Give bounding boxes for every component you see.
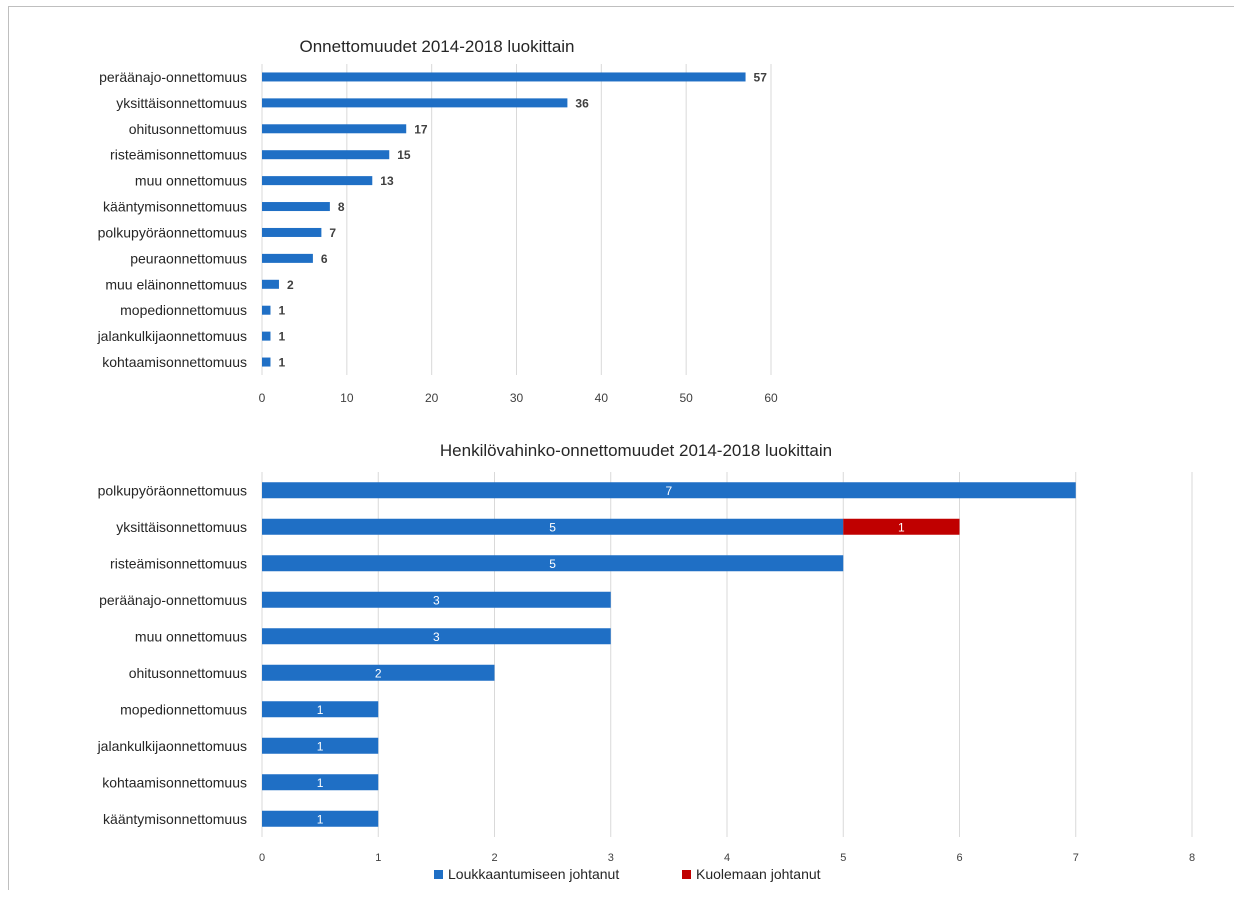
chart-1-data-label: 13 [380,174,394,188]
chart-2-bar-segment [262,518,844,535]
chart-1-bar [262,331,271,341]
chart-2-legend: Loukkaantumiseen johtanut Kuolemaan johta… [434,866,821,882]
chart-2-x-tick-label: 1 [375,852,381,864]
chart-1-category-label: peuraonnettomuus [130,250,247,266]
chart-2-category-label: ohitusonnettomuus [129,665,247,681]
chart-2-data-label: 1 [317,812,324,826]
chart-1-category-label: muu onnettomuus [135,173,247,189]
chart-2-category-label: kääntymisonnettomuus [103,811,247,827]
chart-2-title: Henkilövahinko-onnettomuudet 2014-2018 l… [440,441,832,460]
chart-1-data-label: 17 [414,122,428,136]
chart-1-x-tick-label: 20 [425,391,439,405]
chart-2-category-label: yksittäisonnettomuus [116,519,247,535]
chart-1-data-label: 36 [575,96,589,110]
chart-2-category-label: kohtaamisonnettomuus [102,774,247,790]
chart-2-bar-segment [262,664,495,681]
chart-1-x-tick-label: 40 [595,391,609,405]
chart-2-x-tick-label: 5 [840,852,846,864]
chart-1-data-label: 7 [329,226,336,240]
chart-1-plot: 0 10 20 30 40 50 60 peräänajo-onnettomuus 57 yksi… [97,64,778,405]
chart-2-x-tick-label: 0 [259,852,265,864]
chart-1-bar [262,227,322,237]
chart-1-bar [262,150,390,160]
chart-2-category-label: risteämisonnettomuus [110,555,247,571]
chart-2-data-label: 2 [375,666,382,680]
legend-swatch [682,870,691,879]
chart-1-x-tick-label: 60 [764,391,778,405]
chart-1-bar [262,253,313,263]
chart-1-category-label: kääntymisonnettomuus [103,199,247,215]
chart-1-bar [262,124,407,134]
chart-1-category-label: kohtaamisonnettomuus [102,354,247,370]
chart-1-data-label: 1 [278,304,285,318]
chart-2-data-label: 3 [433,593,440,607]
chart-1-category-label: jalankulkijaonnettomuus [97,328,247,344]
chart-2-x-tick-label: 3 [608,852,614,864]
chart-2-bar-segment [262,737,379,754]
chart-1-data-label: 2 [287,278,294,292]
chart-1-bar [262,279,279,289]
chart-1-data-label: 1 [278,330,285,344]
chart-1-bar [262,305,271,315]
chart-1-category-label: polkupyöräonnettomuus [98,224,247,240]
legend-label: Loukkaantumiseen johtanut [448,866,619,882]
chart-2-data-label: 5 [549,520,556,534]
legend-swatch [434,870,443,879]
chart-2-plot: 0 1 2 3 4 5 6 7 8 polkupyöräonnettomuus 7 yksittäis… [97,472,1195,864]
chart-2-x-tick-label: 4 [724,852,730,864]
chart-2-x-tick-label: 2 [491,852,497,864]
chart-1-category-label: ohitusonnettomuus [129,121,247,137]
chart-2-bar-segment [262,482,1076,499]
chart-1-title: Onnettomuudet 2014-2018 luokittain [299,37,574,56]
chart-2-data-label: 1 [317,776,324,790]
frame-border [8,6,1234,890]
chart-1-data-label: 6 [321,252,328,266]
chart-2-data-label: 1 [317,703,324,717]
chart-1-x-tick-label: 0 [259,391,266,405]
chart-1-category-label: muu eläinonnettomuus [105,276,247,292]
legend-label: Kuolemaan johtanut [696,866,821,882]
chart-2-data-label: 7 [666,484,673,498]
chart-2-category-label: mopedionnettomuus [120,701,247,717]
chart-1-bar [262,176,373,186]
chart-2-category-label: muu onnettomuus [135,628,247,644]
chart-2-x-tick-label: 6 [956,852,962,864]
chart-2-data-label: 1 [317,739,324,753]
chart-1-data-label: 57 [754,70,768,84]
chart-1-category-label: risteämisonnettomuus [110,147,247,163]
chart-2-category-label: peräänajo-onnettomuus [99,592,247,608]
chart-2-category-label: jalankulkijaonnettomuus [97,738,247,754]
chart-1-x-tick-label: 10 [340,391,354,405]
chart-2-bar-segment [262,555,844,572]
chart-1-category-label: peräänajo-onnettomuus [99,69,247,85]
chart-2-bar-segment [262,774,379,791]
chart-2-bar-segment [262,628,611,645]
chart-1-data-label: 8 [338,200,345,214]
chart-1-category-label: yksittäisonnettomuus [116,95,247,111]
chart-1-data-label: 15 [397,148,411,162]
chart-2-bar-segment [262,810,379,827]
chart-2-category-label: polkupyöräonnettomuus [98,482,247,498]
chart-2-bar-segment [262,701,379,718]
chart-1-bar [262,98,568,108]
chart-1-bar [262,72,746,82]
chart-2-x-tick-label: 8 [1189,852,1195,864]
chart-2-bar-segment [262,591,611,608]
chart-2-bar-segment [843,518,960,535]
chart-1-bar [262,202,330,212]
chart-1-x-tick-label: 50 [679,391,693,405]
chart-1-data-label: 1 [278,356,285,370]
chart-1-category-label: mopedionnettomuus [120,302,247,318]
chart-2-data-label: 5 [549,557,556,571]
chart-2-data-label: 3 [433,630,440,644]
chart-2-x-tick-label: 7 [1073,852,1079,864]
chart-1-x-tick-label: 30 [510,391,524,405]
chart-1-bar [262,357,271,367]
chart-2-data-label: 1 [898,520,905,534]
